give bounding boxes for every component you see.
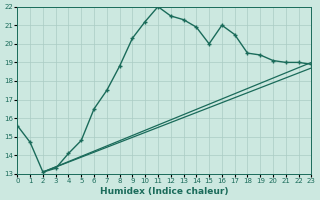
X-axis label: Humidex (Indice chaleur): Humidex (Indice chaleur)	[100, 187, 228, 196]
